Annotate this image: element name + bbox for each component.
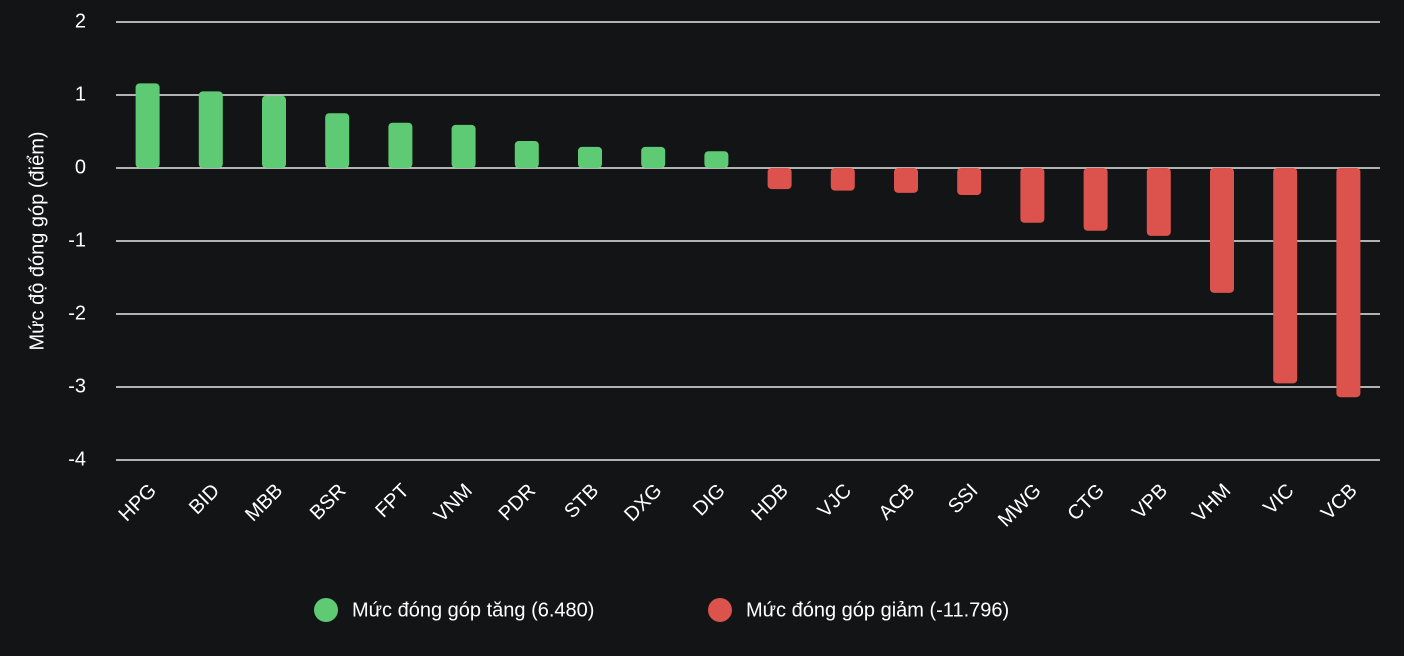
legend-swatch [314, 598, 338, 622]
bar [325, 113, 350, 168]
bar [388, 122, 413, 168]
legend-swatch [708, 598, 732, 622]
x-tick-label: VCB [1317, 480, 1362, 525]
bar [704, 151, 729, 168]
x-tick-label: VPB [1128, 480, 1172, 524]
bar [830, 168, 855, 191]
bar [1146, 168, 1171, 236]
x-tick-label: MWG [994, 480, 1046, 532]
x-tick-label: DIG [689, 480, 730, 521]
legend-label: Mức đóng góp tăng (6.480) [352, 599, 594, 621]
x-tick-label: BID [185, 480, 224, 519]
x-tick-label: STB [560, 480, 603, 523]
bar [578, 146, 602, 168]
y-tick-label: -2 [68, 302, 86, 324]
x-tick-label: ACB [875, 480, 920, 525]
bar [198, 91, 223, 168]
bar [514, 140, 539, 168]
x-tick-label: HPG [115, 480, 161, 526]
bar [1273, 168, 1298, 384]
x-tick-label: SSI [944, 480, 982, 518]
bar [1020, 168, 1045, 223]
x-tick-label: FPT [371, 480, 413, 522]
bar [894, 168, 918, 193]
y-axis-label: Mức độ đóng góp (điểm) [26, 131, 48, 350]
y-tick-label: -3 [68, 375, 86, 397]
x-tick-label: CTG [1063, 480, 1108, 525]
legend-label: Mức đóng góp giảm (-11.796) [746, 599, 1009, 621]
bar [262, 95, 286, 168]
bar [135, 83, 160, 168]
y-tick-label: -4 [68, 448, 86, 470]
x-tick-label: PDR [495, 480, 540, 525]
bar [1210, 168, 1234, 293]
bar [1083, 168, 1108, 231]
y-tick-label: 0 [75, 156, 86, 178]
x-tick-label: MBB [241, 480, 287, 526]
y-tick-label: -1 [68, 229, 86, 251]
bar [641, 146, 666, 168]
bar [957, 168, 982, 196]
x-tick-label: BSR [306, 480, 351, 525]
x-tick-label: VNM [430, 480, 477, 527]
x-tick-label: VJC [814, 480, 856, 522]
bar [1336, 168, 1361, 398]
y-tick-label: 1 [75, 83, 86, 105]
x-tick-label: DXG [620, 480, 666, 526]
y-tick-label: 2 [75, 10, 86, 32]
x-tick-label: VHM [1188, 480, 1235, 527]
bar [767, 168, 792, 190]
x-tick-label: VIC [1259, 480, 1298, 519]
bar [451, 124, 476, 168]
x-tick-label: HDB [747, 480, 792, 525]
